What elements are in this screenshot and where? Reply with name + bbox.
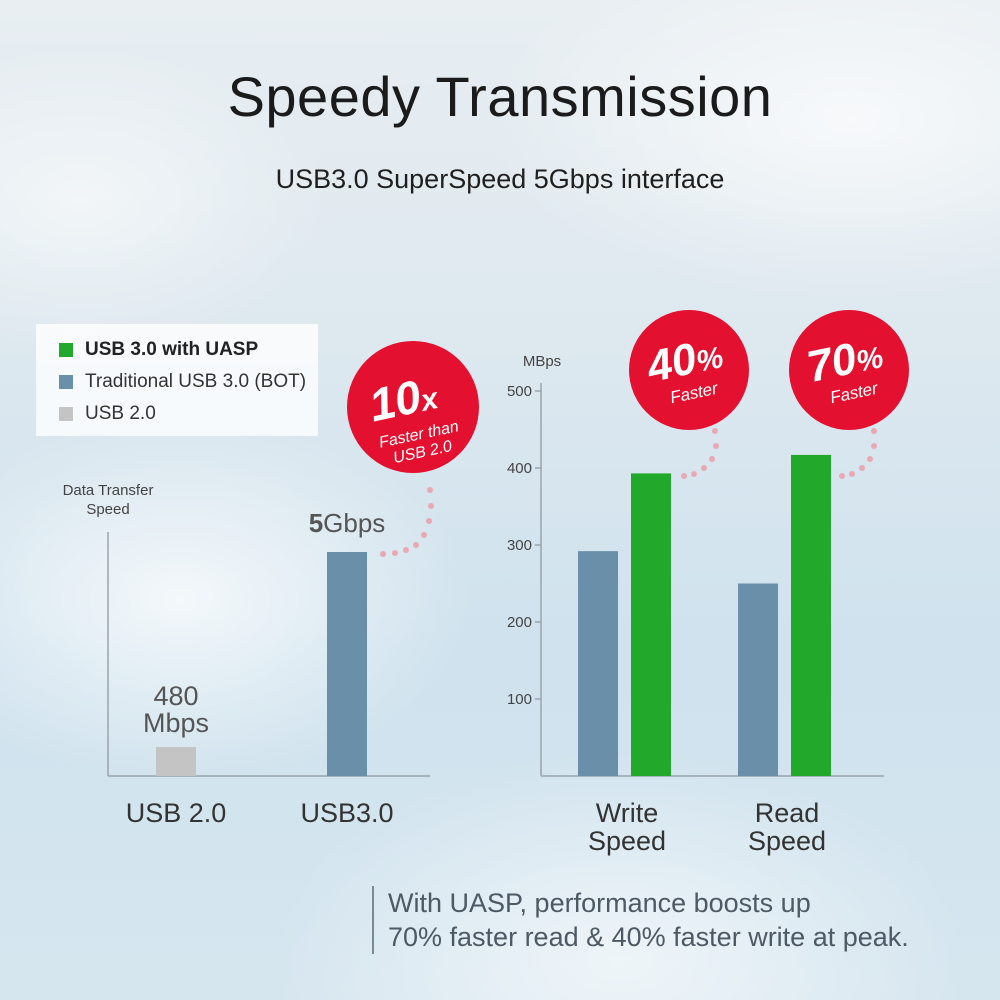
legend-label: USB 2.0 xyxy=(85,403,156,424)
right-category-label-line-2: Speed xyxy=(748,826,826,856)
y-tick-label: 200 xyxy=(507,614,532,631)
left-category-label: USB3.0 xyxy=(300,798,393,828)
badge-connector-dot xyxy=(691,471,697,477)
badge-40-percent xyxy=(629,310,749,430)
y-tick-label: 300 xyxy=(507,537,532,554)
badge-10x-connector-dot xyxy=(421,532,427,538)
badge-connector-dot xyxy=(839,473,845,479)
badge-connector-dot xyxy=(713,443,719,449)
legend: USB 3.0 with UASP Traditional USB 3.0 (B… xyxy=(36,324,318,436)
badge-connector-dot xyxy=(871,428,877,434)
right-bar-uasp-1 xyxy=(791,454,831,776)
note-line-2: 70% faster read & 40% faster write at pe… xyxy=(388,922,909,952)
legend-label: Traditional USB 3.0 (BOT) xyxy=(85,371,307,392)
badge-10x-number: 10x xyxy=(365,366,443,431)
legend-swatch-blue xyxy=(59,375,73,389)
badge-10x xyxy=(347,341,479,473)
left-ylabel-line-1: Data Transfer xyxy=(63,482,154,499)
badge-10x-connector-dot xyxy=(428,503,434,509)
legend-swatch-green xyxy=(59,343,73,357)
y-tick-label: 400 xyxy=(507,460,532,477)
legend-swatch-gray xyxy=(59,407,73,421)
badge-connector-dot xyxy=(712,428,718,434)
right-category-label-line-1: Write xyxy=(596,798,659,828)
uasp-note: With UASP, performance boosts up 70% fas… xyxy=(372,886,974,954)
badge-connector-dot xyxy=(859,465,865,471)
badge-connector-dot xyxy=(867,456,873,462)
left-ylabel-line-2: Speed xyxy=(86,501,129,518)
badge-connector-dot xyxy=(681,473,687,479)
usb3-value-label: 5Gbps xyxy=(309,508,386,538)
usb2-value-unit: Mbps xyxy=(143,708,209,738)
left-bar-0 xyxy=(156,747,196,776)
badge-10x-connector-dot xyxy=(403,547,409,553)
badge-connector-dot xyxy=(709,456,715,462)
right-bar-bot-1 xyxy=(738,583,778,776)
page-subtitle: USB3.0 SuperSpeed 5Gbps interface xyxy=(275,164,725,194)
badge-10x-connector-dot xyxy=(380,551,386,557)
y-tick-label: 100 xyxy=(507,691,532,708)
badge-10x-connector-dot xyxy=(427,487,433,493)
right-bar-uasp-0 xyxy=(631,473,671,776)
legend-item-bot: Traditional USB 3.0 (BOT) xyxy=(59,371,306,393)
usb2-value-label: 480 xyxy=(153,681,198,711)
badge-connector-dot xyxy=(871,443,877,449)
badge-percent-number: 70% xyxy=(803,328,887,392)
right-ylabel: MBps xyxy=(523,353,561,370)
badge-70-percent xyxy=(789,310,909,430)
note-line-1: With UASP, performance boosts up xyxy=(388,888,811,918)
legend-item-uasp: USB 3.0 with UASP xyxy=(59,339,258,361)
left-category-label: USB 2.0 xyxy=(126,798,227,828)
page-title: Speedy Transmission xyxy=(227,65,773,128)
badge-connector-dot xyxy=(701,465,707,471)
right-category-label-line-1: Read xyxy=(755,798,820,828)
right-category-label-line-2: Speed xyxy=(588,826,666,856)
badge-10x-connector-dot xyxy=(413,542,419,548)
y-tick-label: 500 xyxy=(507,383,532,400)
legend-label: USB 3.0 with UASP xyxy=(85,339,259,360)
badge-percent-number: 40% xyxy=(642,328,727,392)
legend-item-usb2: USB 2.0 xyxy=(59,403,156,425)
left-bar-1 xyxy=(327,552,367,776)
right-bar-bot-0 xyxy=(578,551,618,776)
badge-10x-connector-dot xyxy=(392,550,398,556)
badge-10x-connector-dot xyxy=(426,518,432,524)
badge-connector-dot xyxy=(849,471,855,477)
